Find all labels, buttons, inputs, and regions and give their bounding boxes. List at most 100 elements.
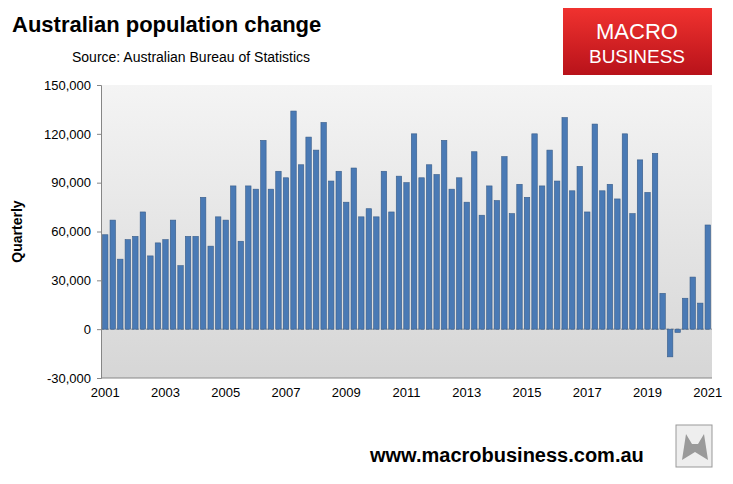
bar	[487, 186, 492, 329]
bar	[344, 202, 349, 329]
x-tick-label: 2019	[633, 385, 662, 400]
bar	[374, 217, 379, 329]
x-tick: 2005	[211, 385, 240, 400]
bar	[381, 171, 386, 329]
bar	[208, 246, 213, 329]
y-tick-label: 0	[84, 322, 91, 337]
bar	[268, 189, 273, 329]
x-tick: 2007	[272, 385, 301, 400]
y-tick-mark	[97, 183, 101, 184]
bar	[509, 214, 514, 330]
x-tick-label: 2017	[573, 385, 602, 400]
bar	[524, 197, 529, 329]
logo-box	[563, 8, 712, 75]
bar	[283, 178, 288, 329]
bar	[645, 192, 650, 329]
bar	[306, 137, 311, 329]
badge	[676, 425, 712, 467]
bar	[705, 225, 710, 329]
y-tick-label: -30,000	[47, 371, 91, 386]
bar	[464, 202, 469, 329]
bar	[637, 160, 642, 329]
y-tick-label: 90,000	[51, 175, 91, 190]
subtitle: Source: Australian Bureau of Statistics	[72, 49, 310, 65]
y-tick: 0	[84, 322, 101, 337]
x-axis: 2001 2003 2005 2007 2009 2011 2013 2015 2017 2019…	[91, 378, 722, 400]
bar	[667, 329, 672, 357]
bar	[682, 298, 687, 329]
bar	[103, 235, 108, 329]
x-tick-label: 2007	[272, 385, 301, 400]
logo-text: BUSINESS	[589, 46, 685, 67]
x-tick-label: 2013	[452, 385, 481, 400]
bar	[366, 209, 371, 329]
bar	[336, 171, 341, 329]
x-tick-label: 2001	[91, 385, 120, 400]
y-tick-label: 120,000	[44, 126, 91, 141]
x-tick: 2021	[693, 385, 722, 400]
x-tick-label: 2011	[393, 385, 421, 400]
bar	[140, 212, 145, 329]
bar	[389, 212, 394, 329]
bar	[193, 236, 198, 329]
bar	[328, 181, 333, 329]
y-tick-mark	[97, 85, 101, 86]
bar	[253, 189, 258, 329]
bar	[321, 122, 326, 329]
bar	[133, 236, 138, 329]
bar	[155, 243, 160, 329]
x-axis-line	[101, 378, 712, 379]
bar	[118, 259, 123, 329]
badge-frame	[676, 425, 712, 467]
bar	[125, 240, 130, 330]
y-axis: -30,000 0 30,000 60,000 90,000 120,000 150,000	[44, 78, 102, 386]
y-tick-label: 60,000	[51, 224, 91, 239]
bar	[426, 165, 431, 329]
bar	[577, 166, 582, 329]
bar	[479, 215, 484, 329]
bar	[652, 153, 657, 329]
bar	[359, 217, 364, 329]
bar	[585, 212, 590, 329]
y-tick-mark	[97, 232, 101, 233]
logo-text: MACRO	[596, 19, 678, 44]
bar	[532, 134, 537, 329]
y-tick-label: 30,000	[51, 273, 91, 288]
bar	[472, 152, 477, 329]
bar	[434, 175, 439, 330]
y-tick: 90,000	[51, 175, 101, 190]
x-tick-label: 2015	[513, 385, 542, 400]
bar	[261, 140, 266, 329]
bar	[630, 214, 635, 330]
bar	[351, 168, 356, 329]
y-tick-mark	[97, 329, 101, 330]
bar	[494, 201, 499, 330]
x-tick: 2003	[151, 385, 180, 400]
y-tick-mark	[97, 378, 101, 379]
y-axis-line	[97, 86, 102, 379]
bar	[615, 199, 620, 329]
bar	[554, 181, 559, 329]
y-tick: 150,000	[44, 78, 101, 93]
bar	[276, 171, 281, 329]
bar	[449, 189, 454, 329]
bar	[200, 197, 205, 329]
x-tick-label: 2005	[211, 385, 240, 400]
bar	[539, 186, 544, 329]
bar	[675, 329, 680, 332]
plot-background	[101, 85, 712, 378]
x-tick-label: 2021	[693, 385, 722, 400]
chart-root: -30,000 0 30,000 60,000 90,000 120,000 150,000…	[0, 0, 733, 484]
x-tick: 2001	[91, 385, 120, 400]
bar	[185, 236, 190, 329]
bar	[502, 157, 507, 330]
bar	[298, 165, 303, 329]
x-tick: 2011	[393, 385, 421, 400]
x-tick: 2009	[332, 385, 361, 400]
bar	[592, 124, 597, 329]
bar	[238, 241, 243, 329]
title: Australian population change	[12, 12, 321, 37]
y-axis-title: Quarterly	[9, 200, 25, 262]
bar	[178, 266, 183, 329]
y-tick-mark	[97, 134, 101, 135]
